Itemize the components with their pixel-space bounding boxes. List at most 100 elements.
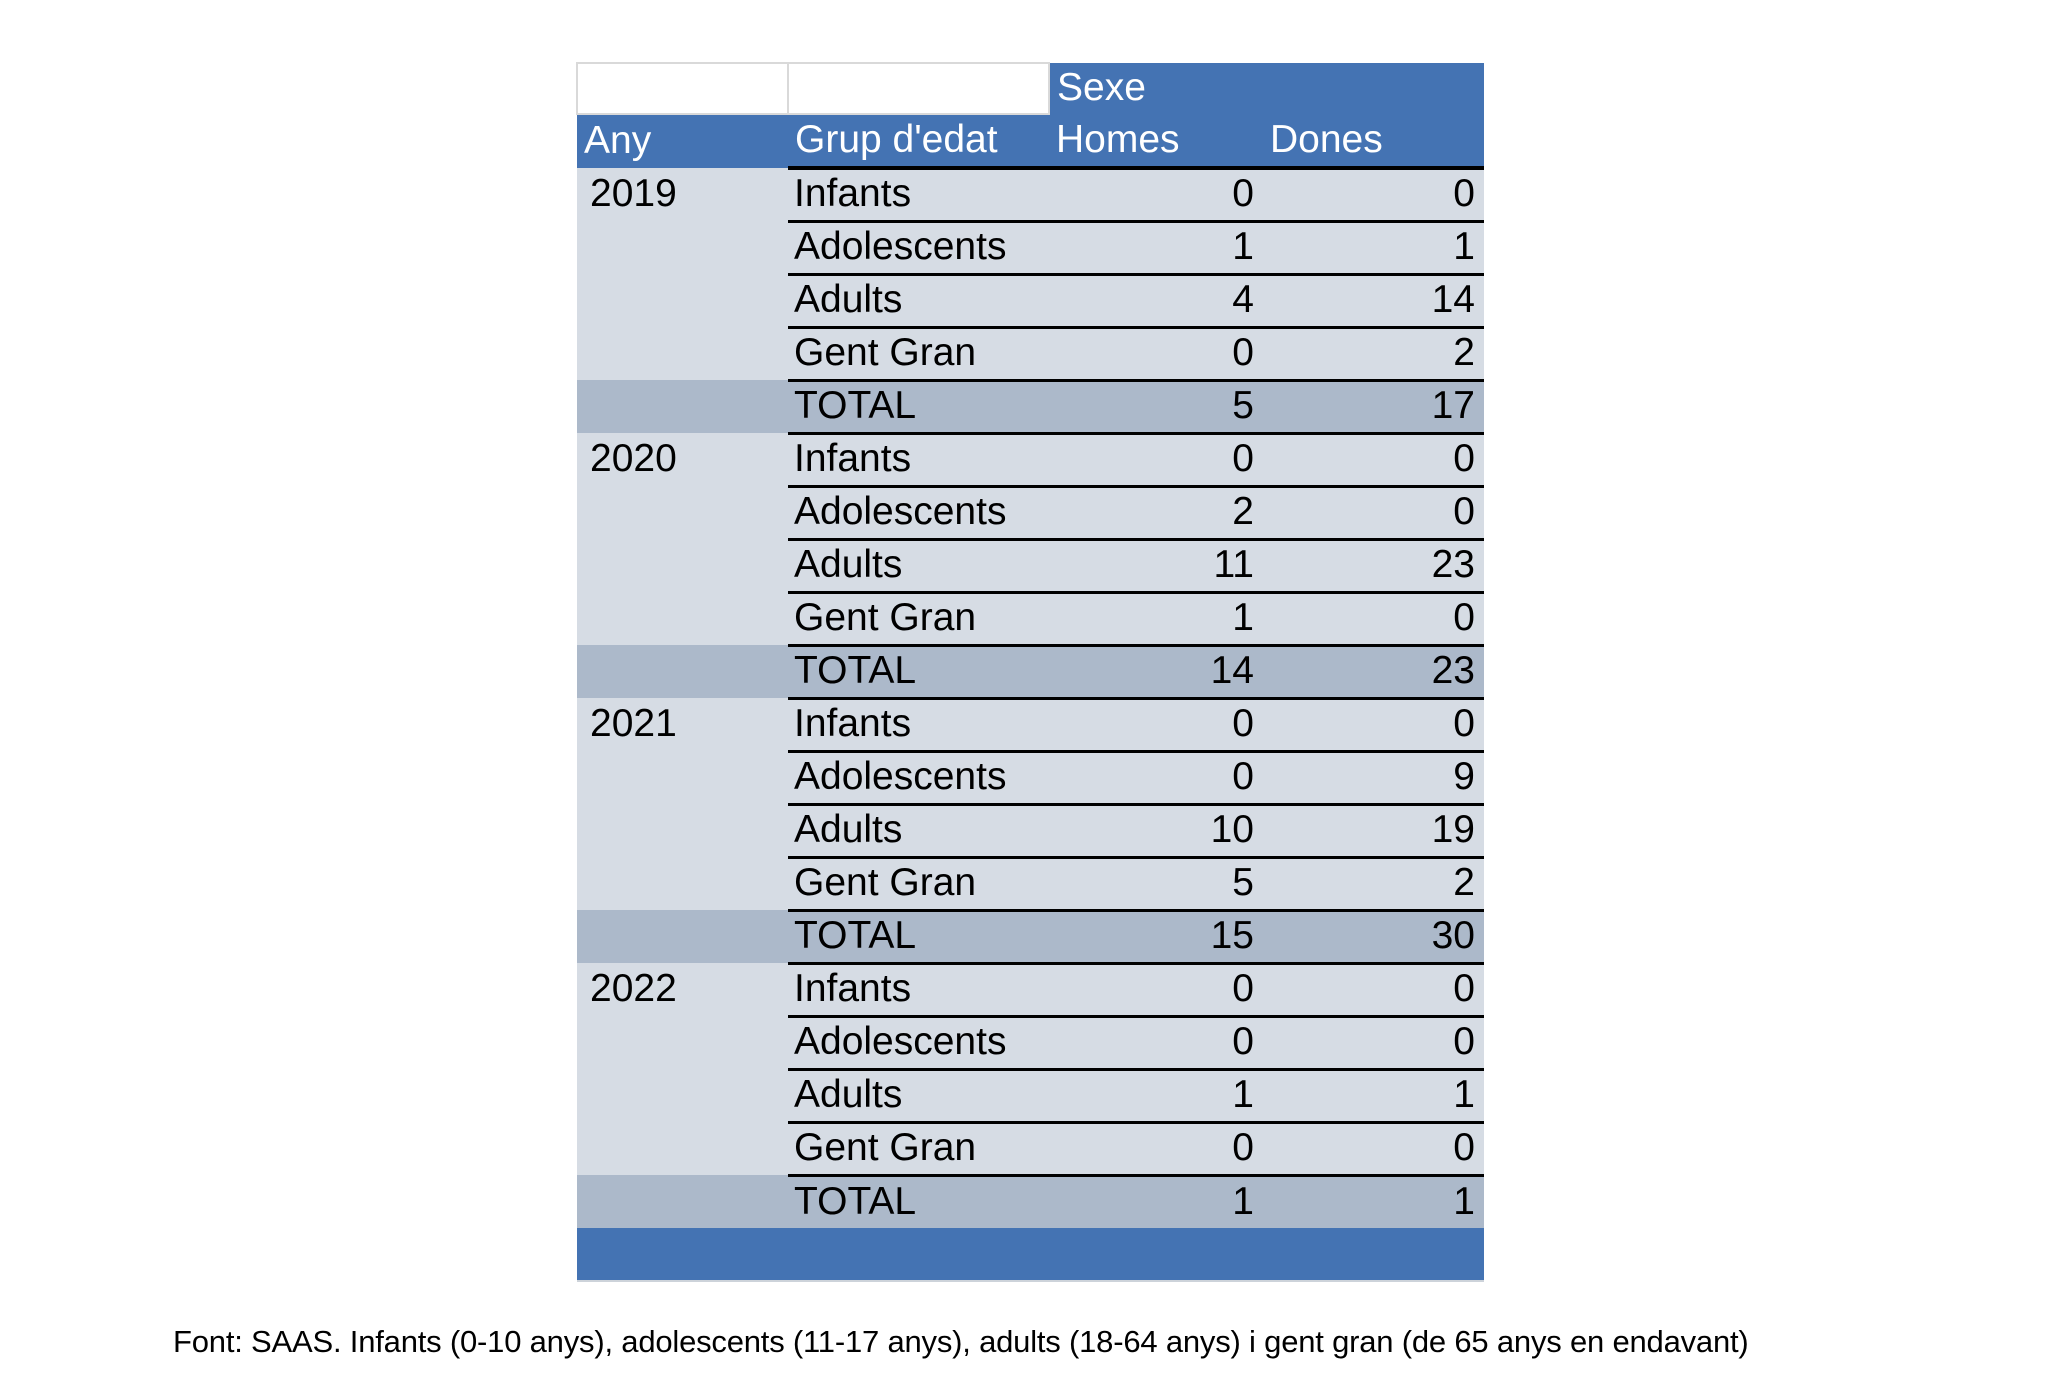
age-group-cell: Infants <box>788 963 1049 1018</box>
year-cell-2019: 2019 <box>577 168 788 380</box>
homes-value-cell: 2 <box>1049 486 1263 541</box>
table-row: Adults 1 1 <box>577 1069 1484 1124</box>
table-row: Gent Gran 5 2 <box>577 857 1484 912</box>
homes-value-cell: 1 <box>1049 592 1263 647</box>
year-cell-2020: 2020 <box>577 433 788 645</box>
total-homes-cell: 15 <box>1049 910 1263 965</box>
homes-value-cell: 0 <box>1049 327 1263 382</box>
homes-value-cell: 4 <box>1049 274 1263 329</box>
total-homes-cell: 14 <box>1049 645 1263 700</box>
total-label-cell: TOTAL <box>788 380 1049 435</box>
year-cell-2021: 2021 <box>577 698 788 910</box>
age-group-cell: Adolescents <box>788 1016 1049 1071</box>
homes-value-cell: 0 <box>1049 963 1263 1018</box>
homes-value-cell: 10 <box>1049 804 1263 859</box>
homes-value-cell: 11 <box>1049 539 1263 594</box>
source-note: Font: SAAS. Infants (0-10 anys), adolesc… <box>173 1324 1749 1359</box>
dones-value-cell: 2 <box>1263 327 1484 382</box>
age-group-cell: Adults <box>788 539 1049 594</box>
total-dones-cell: 1 <box>1263 1175 1484 1228</box>
table-row: Adolescents 0 9 <box>577 751 1484 806</box>
dones-value-cell: 23 <box>1263 539 1484 594</box>
table-row: 2021 Infants 0 0 <box>577 698 1484 910</box>
dones-value-cell: 0 <box>1263 433 1484 488</box>
sexe-age-table-container: Sexe Any Grup d'edat Homes Dones 2019 In… <box>576 62 1484 1282</box>
total-dones-cell: 23 <box>1263 645 1484 700</box>
col-header-any: Any <box>577 114 788 168</box>
total-dones-cell: 17 <box>1263 380 1484 435</box>
table-row: Adolescents 2 0 <box>577 486 1484 541</box>
dones-value-cell: 0 <box>1263 592 1484 647</box>
total-homes-cell: 1 <box>1049 1175 1263 1228</box>
footer-bar-cell <box>577 1228 1484 1282</box>
col-header-dones: Dones <box>1263 114 1484 170</box>
total-year-spacer <box>577 380 788 433</box>
year-cell-2022: 2022 <box>577 963 788 1175</box>
age-group-cell: Adults <box>788 1069 1049 1124</box>
dones-value-cell: 2 <box>1263 857 1484 912</box>
table-row: Gent Gran 1 0 <box>577 592 1484 647</box>
age-group-cell: Infants <box>788 698 1049 753</box>
total-year-spacer <box>577 910 788 963</box>
table-footer-bar <box>577 1228 1484 1282</box>
total-year-spacer <box>577 1175 788 1228</box>
homes-value-cell: 1 <box>1049 221 1263 276</box>
sexe-age-table: Sexe Any Grup d'edat Homes Dones 2019 In… <box>576 62 1484 1282</box>
age-group-cell: Gent Gran <box>788 857 1049 912</box>
table-row: Gent Gran 0 2 <box>577 327 1484 382</box>
dones-value-cell: 1 <box>1263 221 1484 276</box>
header-row-sexe: Sexe <box>576 62 1484 115</box>
homes-value-cell: 1 <box>1049 1069 1263 1124</box>
age-group-cell: Infants <box>788 168 1049 223</box>
col-header-sexe: Sexe <box>1049 63 1484 114</box>
table-row: Adolescents 0 0 <box>577 1016 1484 1071</box>
dones-value-cell: 14 <box>1263 274 1484 329</box>
dones-value-cell: 0 <box>1263 963 1484 1018</box>
dones-value-cell: 0 <box>1263 1122 1484 1177</box>
total-label-cell: TOTAL <box>788 1175 1049 1228</box>
homes-value-cell: 0 <box>1049 751 1263 806</box>
dones-value-cell: 0 <box>1263 1016 1484 1071</box>
homes-value-cell: 0 <box>1049 1122 1263 1177</box>
age-group-cell: Adults <box>788 804 1049 859</box>
dones-value-cell: 1 <box>1263 1069 1484 1124</box>
total-row: TOTAL 5 17 <box>577 380 1484 435</box>
table-row: Adults 10 19 <box>577 804 1484 859</box>
dones-value-cell: 0 <box>1263 168 1484 223</box>
dones-value-cell: 19 <box>1263 804 1484 859</box>
total-row: TOTAL 15 30 <box>577 910 1484 965</box>
age-group-cell: Gent Gran <box>788 592 1049 647</box>
total-row: TOTAL 1 1 <box>577 1175 1484 1228</box>
table-row: 2020 Infants 0 0 <box>577 433 1484 645</box>
table-row: 2022 Infants 0 0 <box>577 963 1484 1175</box>
total-row: TOTAL 14 23 <box>577 645 1484 700</box>
total-year-spacer <box>577 645 788 698</box>
table-row: Adults 4 14 <box>577 274 1484 329</box>
age-group-cell: Adolescents <box>788 221 1049 276</box>
col-header-grup: Grup d'edat <box>788 114 1049 170</box>
homes-value-cell: 0 <box>1049 168 1263 223</box>
age-group-cell: Adolescents <box>788 751 1049 806</box>
total-homes-cell: 5 <box>1049 380 1263 435</box>
age-group-cell: Gent Gran <box>788 1122 1049 1177</box>
homes-value-cell: 0 <box>1049 698 1263 753</box>
table-row: 2019 Infants 0 0 <box>577 168 1484 380</box>
total-label-cell: TOTAL <box>788 645 1049 700</box>
age-group-cell: Adolescents <box>788 486 1049 541</box>
homes-value-cell: 5 <box>1049 857 1263 912</box>
homes-value-cell: 0 <box>1049 433 1263 488</box>
empty-corner-cell-any <box>576 62 789 115</box>
age-group-cell: Gent Gran <box>788 327 1049 382</box>
dones-value-cell: 9 <box>1263 751 1484 806</box>
age-group-cell: Infants <box>788 433 1049 488</box>
table-row: Adults 11 23 <box>577 539 1484 594</box>
col-header-homes: Homes <box>1049 114 1263 170</box>
header-row-columns: Any Grup d'edat Homes Dones <box>577 114 1484 170</box>
dones-value-cell: 0 <box>1263 698 1484 753</box>
table-row: Gent Gran 0 0 <box>577 1122 1484 1177</box>
total-label-cell: TOTAL <box>788 910 1049 965</box>
empty-corner-cell-grup <box>787 62 1050 115</box>
age-group-cell: Adults <box>788 274 1049 329</box>
total-dones-cell: 30 <box>1263 910 1484 965</box>
homes-value-cell: 0 <box>1049 1016 1263 1071</box>
